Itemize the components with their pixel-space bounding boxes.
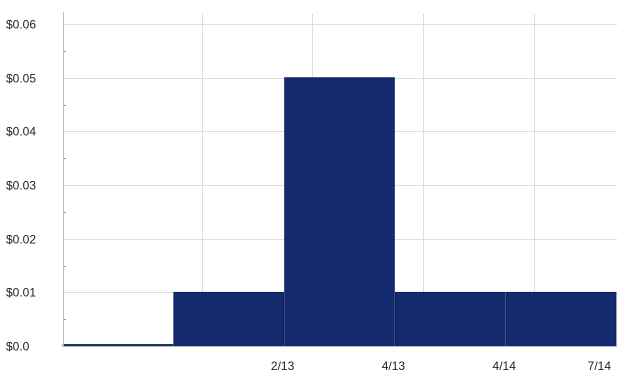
bar [284, 77, 395, 347]
bar [505, 291, 617, 347]
x-tick-label: 7/14 [588, 359, 612, 373]
x-tick-label: 4/13 [382, 359, 406, 373]
x-tick-label: 4/14 [493, 359, 517, 373]
y-tick-label: $0.01 [6, 286, 36, 300]
y-tick-label: $0.04 [6, 125, 36, 139]
bar [394, 291, 506, 347]
y-tick-label: $0.0 [6, 340, 30, 354]
y-tick-label: $0.06 [6, 18, 36, 32]
y-tick-label: $0.02 [6, 233, 36, 247]
bar [173, 291, 285, 347]
y-tick-label: $0.03 [6, 179, 36, 193]
y-tick-label: $0.05 [6, 72, 36, 86]
bar [62, 344, 174, 347]
x-tick-label: 2/13 [271, 359, 295, 373]
